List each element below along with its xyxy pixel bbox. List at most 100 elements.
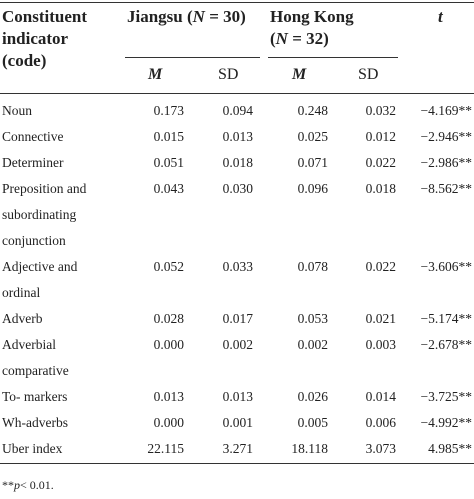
row-label-line: subordinating (2, 207, 77, 222)
row-label-line: Determiner (2, 155, 64, 170)
footnote-stars: ** (2, 478, 14, 492)
cell-hongkong-sd: 0.014 (365, 389, 396, 404)
row-label-line: Adverbial (2, 337, 56, 352)
cell-hongkong-m: 18.118 (291, 441, 328, 456)
row-label-line: Preposition and (2, 181, 87, 196)
row-label-line: Wh-adverbs (2, 415, 68, 430)
bottom-rule (0, 463, 474, 464)
cell-hongkong-sd: 0.018 (365, 181, 396, 196)
cell-hongkong-sd: 3.073 (365, 441, 396, 456)
cell-hongkong-m: 0.248 (297, 103, 328, 118)
row-label-line: conjunction (2, 233, 66, 248)
cell-jiangsu-m: 0.000 (153, 337, 184, 352)
header-indicator-line: Constituent (2, 7, 88, 26)
row-label: Noun (2, 102, 152, 128)
cell-jiangsu-m: 0.013 (153, 389, 184, 404)
cell-jiangsu-sd: 0.018 (222, 155, 253, 170)
cell-jiangsu-sd: 0.017 (222, 311, 253, 326)
header-bottom-rule (0, 93, 474, 94)
row-label: Adjective and ordinal (2, 258, 152, 310)
subheader-jiangsu-sd: SD (218, 66, 239, 83)
jiangsu-underline (125, 57, 260, 58)
cell-jiangsu-sd: 0.094 (222, 103, 253, 118)
header-jiangsu: Jiangsu (N = 30) (127, 6, 246, 28)
header-hongkong-open: ( (270, 29, 276, 48)
cell-t: −8.562** (420, 181, 473, 196)
cell-hongkong-m: 0.002 (297, 337, 328, 352)
subheader-hongkong-sd: SD (358, 66, 379, 83)
cell-jiangsu-m: 22.115 (147, 441, 184, 456)
cell-t: −3.606** (420, 259, 473, 274)
header-jiangsu-n: N (192, 7, 205, 26)
row-label-line: comparative (2, 363, 69, 378)
cell-jiangsu-sd: 3.271 (222, 441, 253, 456)
footnote-rest: < 0.01. (20, 478, 54, 492)
footnote: **p< 0.01. (2, 478, 54, 492)
header-t: t (438, 7, 443, 26)
cell-jiangsu-sd: 0.013 (222, 129, 253, 144)
header-hongkong-line2: (N = 32) (270, 28, 354, 50)
cell-hongkong-m: 0.071 (297, 155, 328, 170)
cell-hongkong-m: 0.053 (297, 311, 328, 326)
cell-jiangsu-sd: 0.030 (222, 181, 253, 196)
cell-hongkong-sd: 0.012 (365, 129, 396, 144)
cell-hongkong-m: 0.025 (297, 129, 328, 144)
cell-jiangsu-sd: 0.033 (222, 259, 253, 274)
header-hongkong: Hong Kong (N = 32) (270, 6, 354, 50)
cell-hongkong-sd: 0.003 (365, 337, 396, 352)
row-label: To- markers (2, 388, 152, 414)
cell-hongkong-m: 0.005 (297, 415, 328, 430)
cell-t: −5.174** (420, 311, 473, 326)
cell-t: −4.992** (420, 415, 473, 430)
header-hongkong-line1: Hong Kong (270, 7, 354, 26)
header-indicator-line: indicator (2, 29, 69, 48)
header-hongkong-n: N (275, 29, 288, 48)
cell-t: −2.678** (420, 337, 473, 352)
header-jiangsu-rest: = 30) (204, 7, 246, 26)
row-label: Connective (2, 128, 152, 154)
cell-hongkong-sd: 0.032 (365, 103, 396, 118)
cell-jiangsu-m: 0.173 (153, 103, 184, 118)
cell-hongkong-sd: 0.021 (365, 311, 396, 326)
cell-hongkong-sd: 0.022 (365, 155, 396, 170)
cell-jiangsu-m: 0.051 (153, 155, 184, 170)
cell-jiangsu-m: 0.043 (153, 181, 184, 196)
cell-hongkong-m: 0.078 (297, 259, 328, 274)
row-label-line: Adjective and (2, 259, 78, 274)
header-indicator: Constituent indicator (code) (2, 6, 87, 72)
footnote-p: p (14, 478, 20, 492)
subheader-hongkong-m: M (292, 66, 307, 83)
cell-t: −2.946** (420, 129, 473, 144)
cell-jiangsu-sd: 0.001 (222, 415, 253, 430)
cell-jiangsu-m: 0.000 (153, 415, 184, 430)
cell-jiangsu-m: 0.028 (153, 311, 184, 326)
row-label-line: Connective (2, 129, 64, 144)
cell-t: −2.986** (420, 155, 473, 170)
cell-jiangsu-m: 0.052 (153, 259, 184, 274)
cell-t: −3.725** (420, 389, 473, 404)
cell-t: −4.169** (420, 103, 473, 118)
cell-jiangsu-sd: 0.002 (222, 337, 253, 352)
row-label: Determiner (2, 154, 152, 180)
header-hongkong-rest: = 32) (287, 29, 329, 48)
row-label: Adverbial comparative (2, 336, 152, 388)
row-label: Preposition and subordinating conjunction (2, 180, 152, 258)
cell-jiangsu-m: 0.015 (153, 129, 184, 144)
row-label-line: Adverb (2, 311, 43, 326)
row-label: Wh-adverbs (2, 414, 152, 440)
subheader-jiangsu-m: M (148, 66, 163, 83)
row-label: Adverb (2, 310, 152, 336)
row-label-line: Noun (2, 103, 32, 118)
cell-hongkong-m: 0.096 (297, 181, 328, 196)
cell-hongkong-sd: 0.022 (365, 259, 396, 274)
hongkong-underline (268, 57, 398, 58)
cell-t: 4.985** (428, 441, 472, 456)
header-jiangsu-prefix: Jiangsu ( (127, 7, 193, 26)
row-label-line: ordinal (2, 285, 41, 300)
row-label: Uber index (2, 440, 152, 466)
top-rule (0, 2, 474, 3)
cell-hongkong-sd: 0.006 (365, 415, 396, 430)
cell-hongkong-m: 0.026 (297, 389, 328, 404)
row-label-line: Uber index (2, 441, 63, 456)
